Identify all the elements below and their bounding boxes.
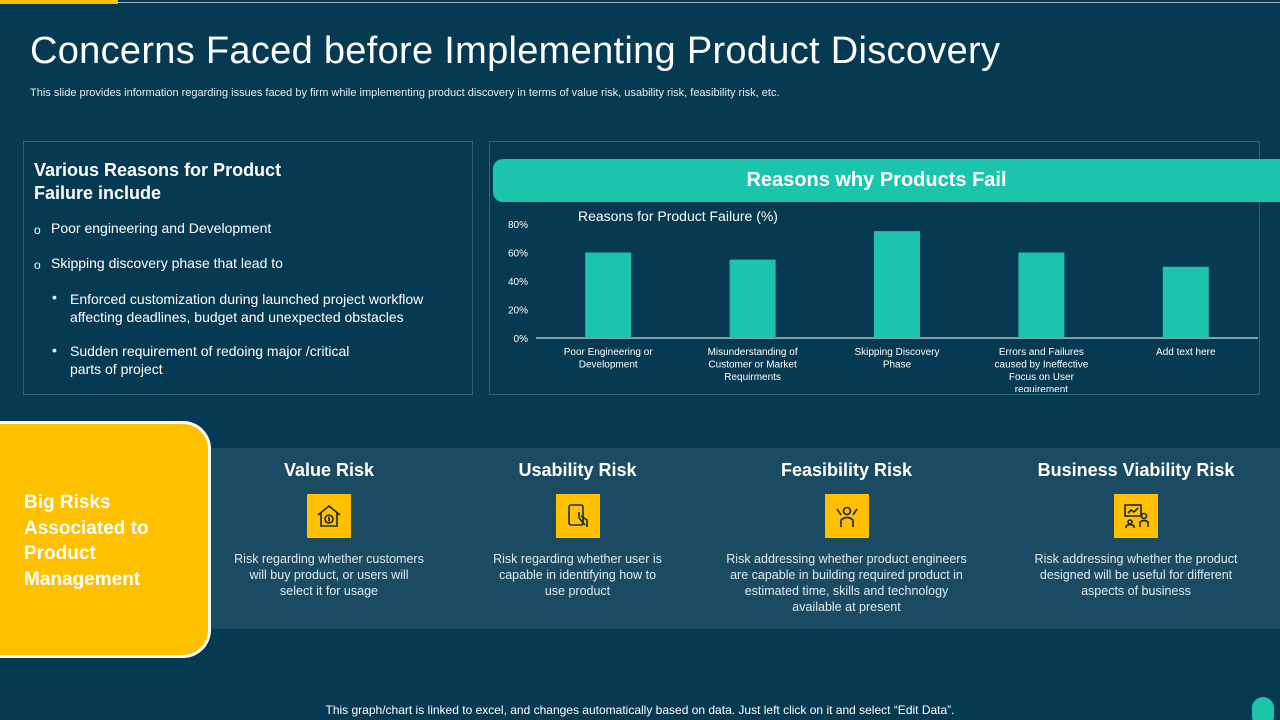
reason-subitem: Sudden requirement of redoing major /cri… — [70, 343, 350, 377]
chart-title: Reasons for Product Failure (%) — [578, 208, 778, 224]
risk-title: Value Risk — [283, 460, 375, 480]
y-tick-label: 20% — [508, 306, 528, 317]
presentation-icon — [1114, 494, 1158, 538]
y-tick-label: 0% — [514, 334, 529, 345]
reasons-panel: Various Reasons for Product Failure incl… — [23, 141, 473, 395]
risk-card-viability: Business Viability Risk Risk addressing … — [1031, 460, 1241, 599]
bar — [874, 231, 920, 338]
x-tick-label: Errors and Failures caused by Ineffective… — [995, 347, 1089, 392]
risk-desc: Risk regarding whether user is capable i… — [493, 552, 662, 598]
risks-band — [205, 448, 1280, 629]
chart-panel — [489, 141, 1260, 395]
x-tick-label: Misunderstanding of Customer or Market Req… — [708, 347, 798, 383]
bar — [1162, 266, 1209, 338]
bullet-dot-icon: • — [52, 342, 57, 358]
engineer-icon — [824, 494, 869, 538]
risk-card-feasibility: Feasibility Risk Risk addressing whether… — [724, 460, 969, 615]
risk-desc: Risk regarding whether customers will bu… — [234, 552, 424, 598]
risk-title: Feasibility Risk — [780, 460, 913, 480]
bar — [585, 252, 632, 338]
footer-note: This graph/chart is linked to excel, and… — [325, 703, 955, 717]
x-tick-label: Add text here — [1156, 347, 1216, 358]
house-money-icon — [307, 494, 351, 538]
chart-banner: Reasons why Products Fail — [493, 159, 1280, 202]
risk-desc: Risk addressing whether the product desi… — [1034, 552, 1238, 598]
y-tick-label: 60% — [508, 249, 528, 260]
corner-decoration — [1252, 697, 1274, 720]
top-accent-bar — [0, 0, 118, 4]
reason-item: Poor engineering and Development — [51, 220, 272, 236]
reason-item: Skipping discovery phase that lead to — [51, 255, 283, 271]
risk-desc: Risk addressing whether product engineer… — [726, 552, 967, 614]
risks-tab-label: Big Risks Associated to Product Manageme… — [24, 492, 149, 590]
hollow-bullet-icon: o — [34, 223, 41, 237]
risk-card-value: Value Risk Risk regarding whether custom… — [234, 460, 424, 599]
risk-title: Usability Risk — [518, 460, 637, 480]
y-tick-label: 80% — [508, 220, 528, 231]
bar-chart[interactable]: Reasons for Product Failure (%) 0% 20% 40% 6… — [489, 200, 1260, 392]
x-tick-label: Skipping Discovery Phase — [854, 347, 939, 371]
bullet-dot-icon: • — [52, 289, 57, 305]
x-tick-label: Poor Engineering or Development — [564, 347, 654, 371]
page-title: Concerns Faced before Implementing Produ… — [30, 30, 1001, 72]
risk-title: Business Viability Risk — [1037, 460, 1235, 480]
bar — [729, 259, 776, 338]
risks-tab — [0, 421, 211, 658]
reason-subitem: Enforced customization during launched p… — [70, 291, 424, 325]
bar — [1018, 252, 1065, 338]
hollow-bullet-icon: o — [34, 258, 41, 272]
y-tick-label: 40% — [508, 277, 528, 288]
reasons-heading: Various Reasons for Product Failure incl… — [34, 160, 282, 203]
top-rule — [118, 2, 1280, 3]
risk-card-usability: Usability Risk Risk regarding whether us… — [490, 460, 665, 599]
tablet-touch-icon — [555, 494, 600, 538]
page-subtitle: This slide provides information regardin… — [30, 87, 780, 99]
